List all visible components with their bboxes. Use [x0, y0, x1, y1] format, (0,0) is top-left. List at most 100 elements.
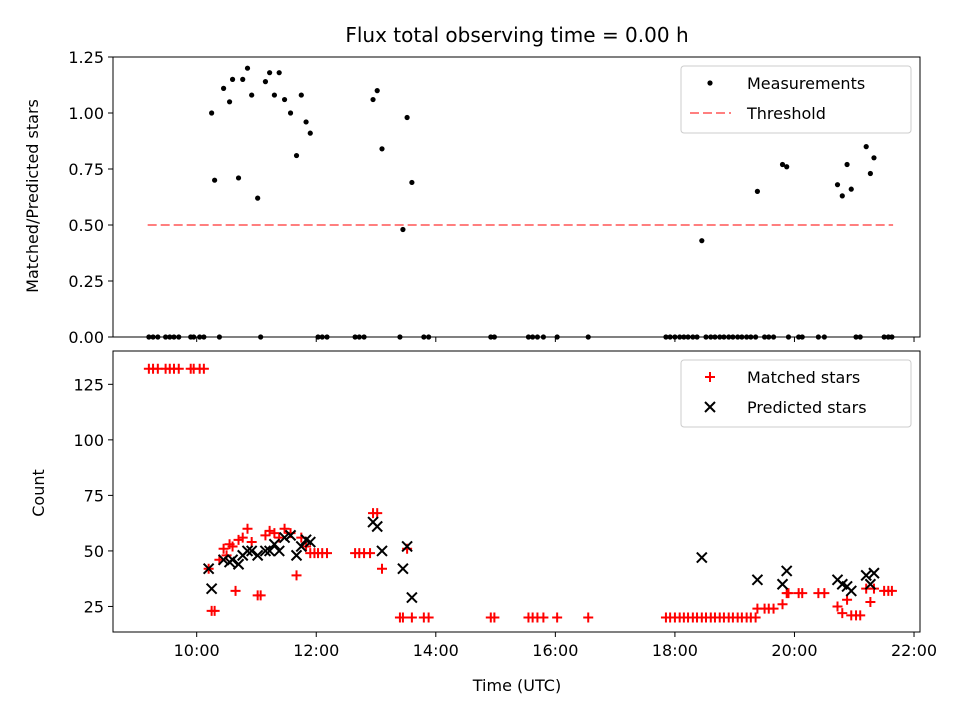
x-tick-label: 14:00: [413, 641, 459, 660]
matched-star-point: [255, 590, 266, 601]
measurement-point: [871, 155, 877, 161]
y-tick-label: 0.50: [68, 216, 104, 235]
measurement-point: [421, 334, 427, 340]
predicted-star-point: [780, 565, 793, 577]
measurement-point: [315, 334, 321, 340]
measurement-point: [303, 119, 309, 125]
measurement-point: [703, 334, 709, 340]
matched-star-point: [209, 605, 220, 616]
measurement-point: [779, 161, 786, 168]
matched-star-point: [832, 601, 843, 612]
measurement-point: [400, 226, 406, 233]
chart-title: Flux total observing time = 0.00 h: [345, 23, 688, 47]
measurement-point: [534, 334, 541, 340]
matched-star-point: [269, 528, 280, 539]
y-tick-label: 75: [84, 486, 104, 505]
predicted-star-point: [263, 545, 276, 557]
matched-star-point: [855, 610, 866, 621]
predicted-star-point: [290, 549, 303, 562]
measurement-point: [753, 334, 759, 340]
measurement-point: [530, 334, 536, 340]
measurement-point: [730, 334, 736, 340]
legend-entry-label: Measurements: [747, 74, 865, 93]
measurement-point: [867, 170, 873, 177]
matched-star-point: [406, 612, 417, 623]
legend: Matched stars Predicted stars: [680, 359, 912, 428]
measurement-point: [712, 334, 718, 340]
plot-frame: [112, 56, 921, 338]
measurement-point: [815, 334, 821, 340]
legend-entry-label: Threshold: [746, 104, 826, 123]
predicted-star-point: [232, 558, 245, 570]
predicted-star-point: [751, 574, 764, 586]
measurement-point: [708, 334, 714, 340]
predicted-star-point: [251, 549, 264, 562]
matched-star-point: [237, 532, 248, 543]
predicted-star-point: [371, 520, 383, 533]
measurement-point: [785, 334, 792, 340]
predicted-star-point: [304, 536, 316, 548]
matched-star-point: [886, 585, 897, 596]
measurement-point: [171, 334, 177, 340]
predicted-star-point: [205, 582, 218, 595]
measurement-point: [834, 182, 841, 188]
matched-star-point: [538, 612, 549, 623]
plot-frame: [112, 350, 921, 633]
measurement-point: [255, 195, 261, 201]
matched-star-point: [322, 548, 333, 559]
predicted-star-point: [864, 578, 877, 590]
measurement-point: [226, 99, 233, 105]
measurement-point: [240, 76, 246, 82]
measurement-point: [197, 334, 203, 340]
measurement-point: [209, 110, 215, 116]
measurement-point: [176, 334, 182, 340]
measurement-point: [488, 334, 494, 340]
measurement-point: [155, 334, 161, 340]
bottom-panel-star-counts: 25 50 75 100 125 10:00 12:00 14:00 16:00 18:00 20:…: [73, 350, 937, 660]
matched-star-point: [198, 363, 209, 374]
predicted-star-point: [268, 538, 281, 550]
measurement-point: [853, 334, 859, 340]
measurement-point: [249, 92, 255, 98]
matched-star-point: [489, 612, 500, 623]
y-tick-label: 125: [73, 375, 104, 394]
measurement-point: [150, 334, 156, 340]
measurement-point: [244, 65, 251, 71]
predicted-star-point: [295, 540, 308, 553]
measurement-point: [821, 334, 827, 340]
legend: Measurements Threshold: [680, 65, 912, 134]
measurement-point: [881, 334, 887, 340]
y-tick-label: 100: [73, 431, 104, 450]
measurement-point: [262, 79, 269, 85]
measurement-point: [784, 164, 790, 170]
measurement-point: [721, 334, 727, 340]
predicted-star-point: [259, 545, 272, 557]
measurement-point: [287, 110, 294, 116]
measurement-point: [319, 334, 325, 340]
measurement-point: [889, 334, 895, 340]
measurement-point: [540, 334, 547, 340]
measurement-point: [229, 76, 236, 82]
matched-star-point: [768, 603, 779, 614]
matched-star-point: [552, 612, 563, 623]
measurement-point: [663, 334, 669, 340]
predicted-star-point: [284, 529, 297, 542]
measurement-point: [163, 334, 169, 340]
measurement-point: [374, 88, 380, 94]
measurement-point: [799, 334, 805, 340]
matched-star-point: [227, 541, 238, 552]
measurement-point: [667, 334, 673, 340]
measurement-point: [324, 334, 330, 340]
matched-star-point: [173, 363, 184, 374]
y-tick-label: 1.00: [68, 104, 104, 123]
measurement-point: [191, 334, 197, 340]
measurement-point: [216, 334, 223, 340]
measurement-point: [796, 334, 802, 340]
measurement-point: [699, 238, 705, 244]
measurement-point: [235, 175, 242, 181]
x-tick-label: 18:00: [652, 641, 698, 660]
measurement-point: [839, 193, 845, 199]
measurement-point: [848, 186, 854, 192]
measurement-point: [585, 334, 591, 340]
